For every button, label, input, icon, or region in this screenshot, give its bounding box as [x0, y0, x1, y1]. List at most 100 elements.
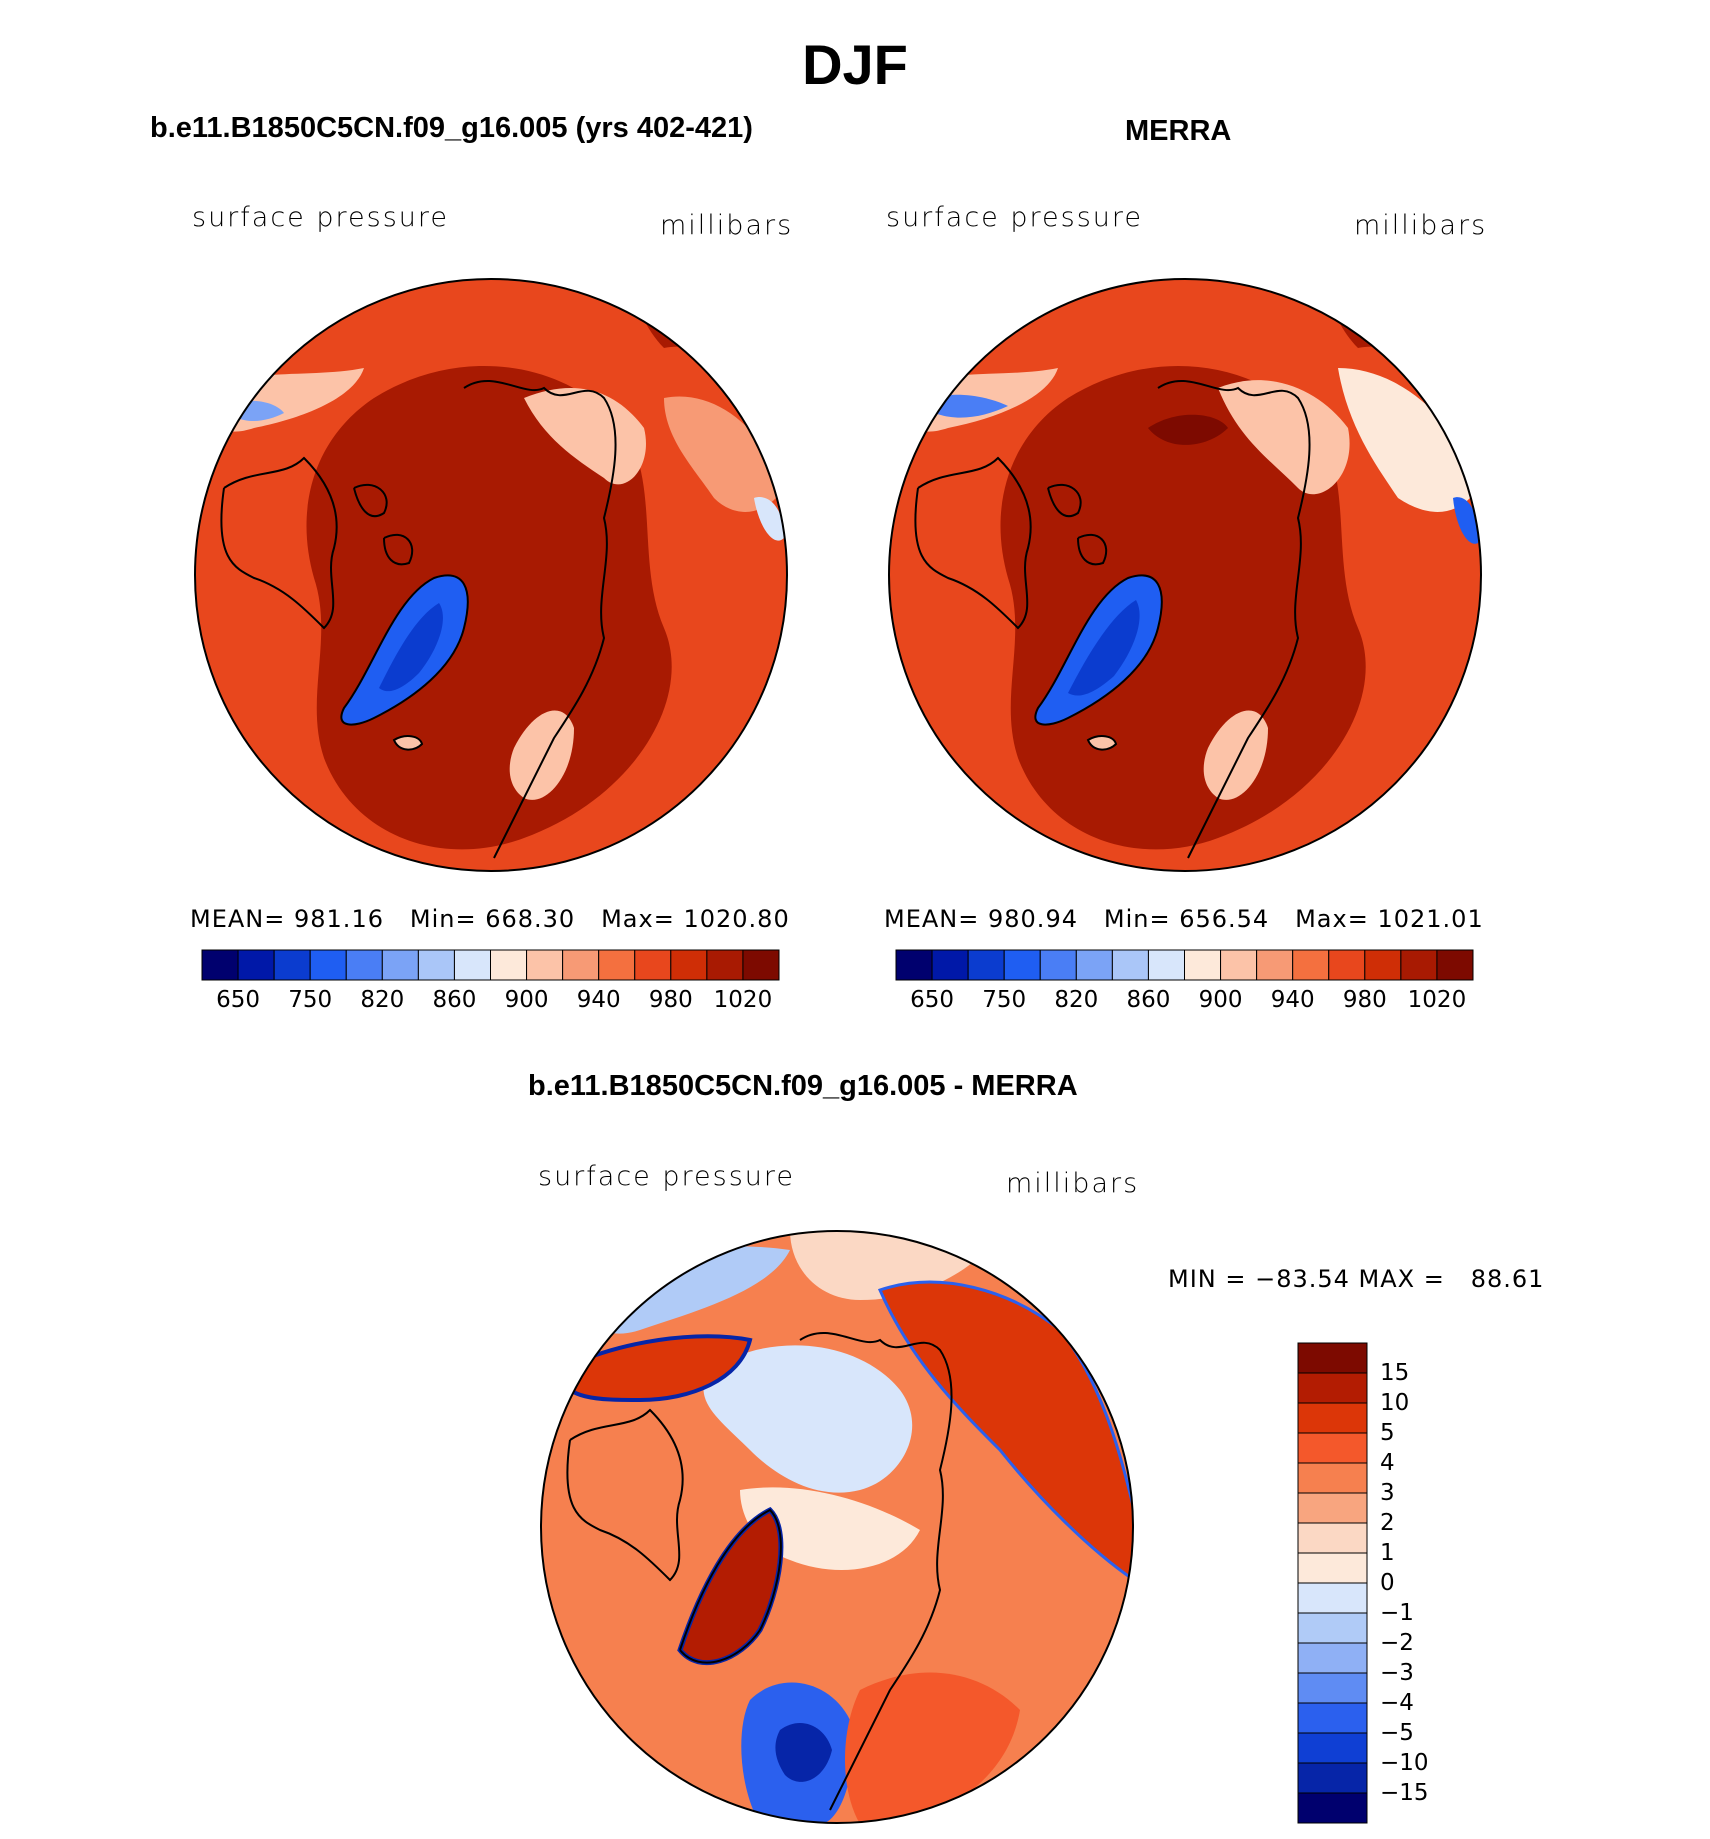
colorbar-swatch [1003, 949, 1041, 981]
max-value: 1020.80 [683, 905, 790, 933]
colorbar-swatch [670, 949, 708, 981]
colorbar-tick-label: 860 [432, 987, 477, 1013]
units-label-model: millibars [660, 210, 794, 241]
colorbar-swatch [526, 949, 564, 981]
colorbar-tick-label: 750 [288, 987, 333, 1013]
colorbar-swatch [1297, 1432, 1368, 1464]
variable-label-merra: surface pressure [886, 202, 1143, 233]
colorbar-swatch [1400, 949, 1438, 981]
figure-title: DJF [802, 33, 908, 96]
polar-map-difference [540, 1230, 1134, 1824]
colorbar-merra-labels: 650 750 820 860 900 940 980 1020 [896, 987, 1473, 1017]
colorbar-tick-label: −15 [1380, 1780, 1429, 1806]
colorbar-model [201, 949, 780, 981]
colorbar-difference-labels: 15 10 5 4 3 2 1 0 −1 −2 −3 −4 −5 −10 −15 [1380, 1343, 1500, 1823]
mean-label: MEAN= [190, 905, 286, 933]
variable-label-difference: surface pressure [538, 1161, 795, 1192]
colorbar-tick-label: 820 [360, 987, 405, 1013]
panel-title-merra: MERRA [1125, 115, 1232, 147]
colorbar-swatch [1297, 1762, 1368, 1794]
colorbar-tick-label: 650 [910, 987, 955, 1013]
arctic-high [1000, 365, 1366, 850]
colorbar-swatch [1436, 949, 1474, 981]
coastline-eurasia [463, 379, 617, 859]
greenland-core [379, 603, 443, 692]
colorbar-swatch [706, 949, 744, 981]
colorbar-swatch [967, 949, 1005, 981]
atlantic-negative-core [775, 1722, 832, 1782]
arctic-neutral [740, 1487, 920, 1570]
colorbar-swatch [598, 949, 636, 981]
colorbar-tick-label: −2 [1380, 1630, 1414, 1656]
colorbar-swatch [381, 949, 419, 981]
polar-map-model [194, 278, 788, 872]
colorbar-swatch [562, 949, 600, 981]
units-label-difference: millibars [1006, 1168, 1140, 1199]
colorbar-tick-label: 10 [1380, 1390, 1410, 1416]
colorbar-swatch [1292, 949, 1330, 981]
max-label: Max= [1295, 905, 1369, 933]
colorbar-swatch [1297, 1552, 1368, 1584]
greenland-core [1068, 600, 1140, 696]
colorbar-swatch [1297, 1702, 1368, 1734]
max-value: 1021.01 [1377, 905, 1484, 933]
mean-label: MEAN= [884, 905, 980, 933]
min-label: Min= [1103, 905, 1171, 933]
colorbar-swatch [345, 949, 383, 981]
coastline-north-america [914, 456, 1032, 630]
colorbar-tick-label: 2 [1380, 1510, 1395, 1536]
colorbar-tick-label: 900 [504, 987, 549, 1013]
max-label: Max= [601, 905, 675, 933]
coastline-arctic-islands [353, 483, 414, 566]
colorbar-swatch [1297, 1342, 1368, 1374]
coastline-north-america [566, 1408, 684, 1582]
colorbar-swatch [1111, 949, 1149, 981]
colorbar-swatch [490, 949, 528, 981]
colorbar-swatch [201, 949, 239, 981]
minmax-difference: MIN = −83.54 MAX = 88.61 [1168, 1265, 1545, 1293]
colorbar-swatch [1184, 949, 1222, 981]
mean-value: 980.94 [988, 905, 1078, 933]
panel-title-model: b.e11.B1850C5CN.f09_g16.005 (yrs 402-421… [150, 112, 753, 144]
europe-positive [845, 1672, 1020, 1823]
colorbar-tick-label: 940 [576, 987, 621, 1013]
coastline-north-america [220, 456, 338, 630]
coastline-eurasia [1157, 379, 1311, 859]
highland-east-asia [754, 497, 784, 541]
colorbar-tick-label: −1 [1380, 1600, 1414, 1626]
colorbar-swatch [1220, 949, 1258, 981]
iceland [392, 735, 424, 751]
colorbar-tick-label: −3 [1380, 1660, 1414, 1686]
coastline-greenland [679, 1508, 782, 1664]
colorbar-tick-label: 1020 [713, 987, 773, 1013]
arctic-high [306, 365, 672, 850]
colorbar-swatch [1297, 1462, 1368, 1494]
siberian-max [1148, 414, 1228, 445]
colorbar-tick-label: 650 [216, 987, 261, 1013]
iceland [1086, 735, 1118, 751]
panel-title-difference: b.e11.B1850C5CN.f09_g16.005 - MERRA [528, 1070, 1078, 1102]
colorbar-tick-label: 5 [1380, 1420, 1395, 1446]
colorbar-tick-label: 860 [1126, 987, 1171, 1013]
colorbar-tick-label: −10 [1380, 1750, 1429, 1776]
colorbar-swatch [1297, 1672, 1368, 1704]
colorbar-swatch [1297, 1612, 1368, 1644]
colorbar-swatch [1297, 1582, 1368, 1614]
colorbar-swatch [1147, 949, 1185, 981]
colorbar-swatch [1039, 949, 1077, 981]
colorbar-swatch [237, 949, 275, 981]
colorbar-swatch [1297, 1732, 1368, 1764]
colorbar-tick-label: 1020 [1407, 987, 1467, 1013]
colorbar-swatch [1256, 949, 1294, 981]
highland-tibet [664, 396, 784, 512]
colorbar-swatch [1328, 949, 1366, 981]
colorbar-tick-label: 980 [1342, 987, 1387, 1013]
colorbar-swatch [1297, 1492, 1368, 1524]
highland-asia [1218, 380, 1350, 495]
highland-east-asia [1453, 497, 1479, 544]
colorbar-tick-label: 0 [1380, 1570, 1395, 1596]
colorbar-swatch [1297, 1522, 1368, 1554]
colorbar-swatch [1297, 1792, 1368, 1824]
colorbar-tick-label: 820 [1054, 987, 1099, 1013]
stats-row-model: MEAN= 981.16 Min= 668.30 Max= 1020.80 [190, 905, 790, 933]
